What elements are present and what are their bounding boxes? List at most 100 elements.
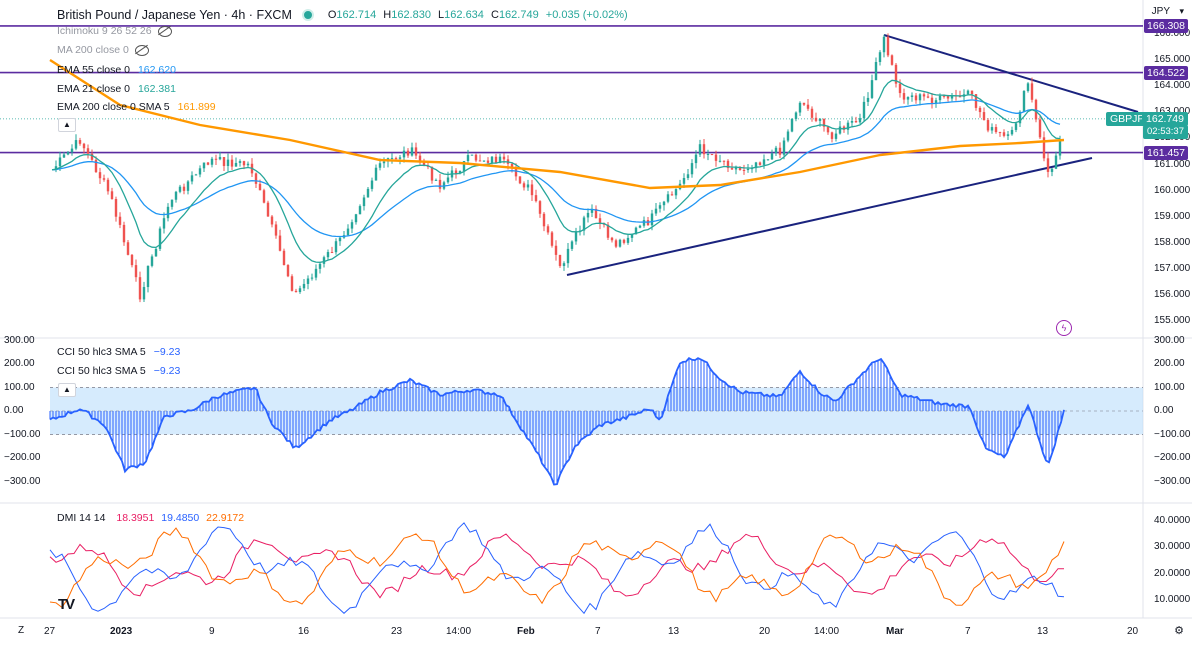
candle-body — [902, 93, 906, 100]
candle-body — [374, 167, 378, 181]
candle-body — [990, 127, 994, 131]
candle-body — [82, 143, 86, 149]
candle-body — [1058, 141, 1062, 156]
candle-body — [306, 278, 310, 284]
candle-body — [478, 160, 482, 162]
candle-body — [810, 108, 814, 118]
timezone-icon[interactable]: Z — [18, 625, 25, 636]
ohlc-values: O162.714 H162.830 L162.634 C162.749 +0.0… — [327, 9, 628, 21]
candle-body — [334, 241, 338, 253]
candle-body — [194, 174, 198, 176]
legend-ema200[interactable]: EMA 200 close 0 SMA 5 161.899 — [57, 101, 216, 113]
hidden-eye-icon[interactable] — [134, 44, 149, 56]
collapse-cci-legend-button[interactable]: ▲ — [58, 383, 76, 397]
time-tick: 13 — [1037, 626, 1049, 637]
settings-gear-icon[interactable]: ⚙ — [1174, 625, 1184, 637]
candle-body — [166, 206, 170, 219]
candle-body — [286, 265, 290, 277]
flash-icon[interactable]: ϟ — [1056, 320, 1072, 336]
candle-body — [826, 126, 830, 133]
candle-body — [362, 197, 366, 207]
candle-body — [74, 140, 78, 149]
tradingview-logo: TV — [58, 596, 75, 613]
currency-unit[interactable]: JPY — [1151, 6, 1170, 17]
hidden-eye-icon[interactable] — [157, 25, 172, 37]
candle-body — [662, 201, 666, 206]
time-tick: 2023 — [110, 626, 133, 637]
candle-body — [910, 95, 914, 97]
candle-body — [86, 148, 90, 154]
time-tick: 7 — [965, 626, 971, 637]
candle-body — [806, 104, 810, 109]
candle-body — [774, 147, 778, 154]
candle-body — [310, 277, 314, 279]
collapse-legend-button[interactable]: ▲ — [58, 118, 76, 132]
candle-body — [266, 202, 270, 217]
candle-body — [674, 189, 678, 196]
candle-body — [446, 177, 450, 183]
candle-body — [1026, 83, 1030, 91]
candle-body — [934, 100, 938, 103]
candle-body — [394, 157, 398, 159]
candle-body — [158, 228, 162, 249]
time-tick: 14:00 — [446, 626, 472, 637]
candle-body — [946, 95, 950, 99]
candle-body — [326, 252, 330, 258]
candle-body — [198, 168, 202, 175]
legend-ichimoku[interactable]: Ichimoku 9 26 52 26 — [57, 25, 172, 38]
dmi-minus-line — [49, 527, 1065, 609]
time-tick: 16 — [298, 626, 310, 637]
candle-body — [290, 276, 294, 291]
candle-body — [70, 148, 74, 153]
candle-body — [438, 179, 442, 189]
candle-body — [918, 94, 922, 101]
candle-body — [586, 212, 590, 218]
candle-body — [546, 226, 550, 233]
candle-body — [878, 52, 882, 63]
legend-ema21[interactable]: EMA 21 close 0 162.381 — [57, 83, 176, 95]
cci-tick-left: 300.00 — [4, 334, 35, 346]
candle-body — [634, 227, 638, 235]
symbol-title[interactable]: British Pound / Japanese Yen · 4h · FXCM — [57, 8, 292, 22]
candle-body — [994, 127, 998, 133]
candle-body — [214, 158, 218, 160]
candle-body — [966, 90, 970, 95]
candle-body — [854, 121, 858, 123]
cci-tick-right: −100.00 — [1154, 428, 1191, 440]
cci-tick-right: 300.00 — [1154, 334, 1185, 346]
candle-body — [206, 162, 210, 165]
candle-body — [162, 218, 166, 229]
candle-body — [414, 147, 418, 156]
candle-body — [102, 178, 106, 180]
candle-body — [814, 117, 818, 121]
time-tick: 20 — [759, 626, 771, 637]
time-tick: Mar — [886, 626, 904, 637]
candle-body — [370, 180, 374, 189]
cci-tick-left: −200.00 — [4, 452, 41, 463]
legend-ema55[interactable]: EMA 55 close 0 162.620 — [57, 64, 176, 76]
candle-body — [882, 36, 886, 53]
candle-body — [182, 186, 186, 191]
candle-body — [850, 121, 854, 123]
legend-dmi[interactable]: DMI 14 14 18.3951 19.4850 22.9172 — [57, 512, 245, 524]
candle-body — [1010, 129, 1014, 135]
candle-body — [470, 154, 474, 156]
candle-body — [698, 144, 702, 155]
cci-tick-right: 100.00 — [1154, 381, 1185, 393]
trendline-upper — [883, 34, 1139, 113]
candle-body — [542, 213, 546, 227]
candle-body — [138, 277, 142, 300]
candle-body — [226, 159, 230, 167]
symbol-header: British Pound / Japanese Yen · 4h · FXCM… — [57, 7, 628, 23]
candle-body — [906, 96, 910, 100]
cci-tick-right: 0.00 — [1154, 405, 1174, 416]
legend-cci-2[interactable]: CCI 50 hlc3 SMA 5 −9.23 — [57, 365, 181, 377]
legend-cci-1[interactable]: CCI 50 hlc3 SMA 5 −9.23 — [57, 346, 181, 358]
price-tick: 160.000 — [1154, 184, 1191, 196]
candle-body — [630, 234, 634, 238]
chevron-down-icon[interactable]: ▾ — [1179, 6, 1184, 16]
candle-body — [1030, 83, 1034, 100]
candle-body — [54, 166, 58, 170]
legend-ma200[interactable]: MA 200 close 0 — [57, 44, 149, 57]
